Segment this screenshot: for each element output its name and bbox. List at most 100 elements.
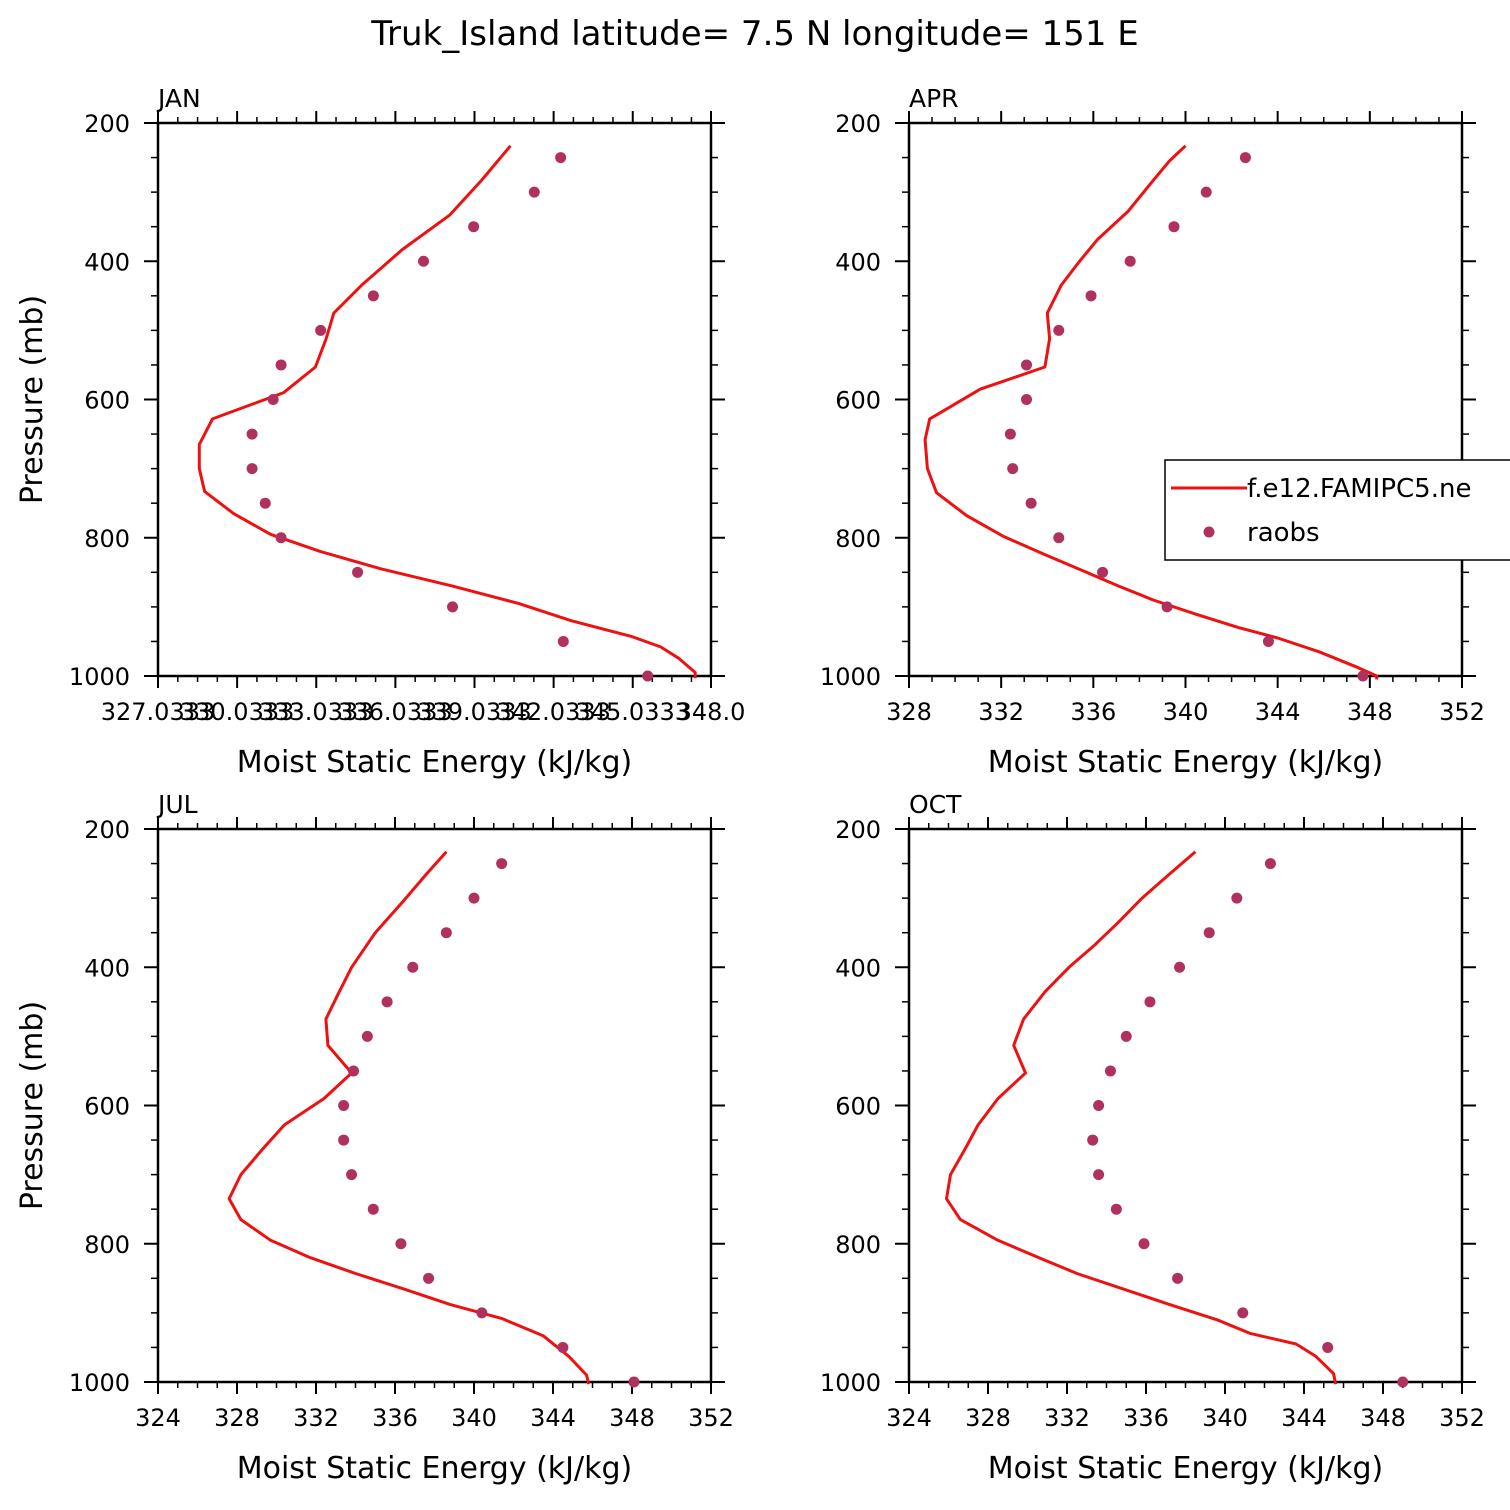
x-tick-label: 345.0333 [575, 698, 690, 726]
y-tick-label: 800 [84, 1231, 130, 1259]
y-tick-label: 800 [84, 525, 130, 553]
x-tick-label: 344 [1255, 698, 1301, 726]
x-tick-label: 339.0333 [417, 698, 532, 726]
raobs-point [275, 359, 287, 371]
raobs-point [440, 927, 452, 939]
raobs-point [496, 858, 508, 870]
raobs-point [1053, 532, 1065, 544]
raobs-point [381, 996, 393, 1008]
figure-title: Truk_Island latitude= 7.5 N longitude= 1… [370, 14, 1139, 54]
panels: 327.0333330.0333333.0333336.0333339.0333… [15, 84, 1510, 1486]
x-tick-label: 348 [1360, 1404, 1406, 1432]
legend-entry-obs: raobs [1247, 518, 1320, 548]
legend-box [1164, 459, 1510, 561]
y-tick-label: 800 [835, 525, 881, 553]
x-tick-label: 328 [886, 698, 932, 726]
model-line [923, 144, 1379, 680]
raobs-point [1087, 1134, 1099, 1146]
y-tick-label: 200 [84, 110, 130, 138]
raobs-point [338, 1134, 350, 1146]
x-tick-label: 332 [293, 1404, 339, 1432]
panel-oct: 324 328 332 336 340 344 348 352 200 400 600 800 1000… [820, 790, 1485, 1486]
raobs-point [395, 1238, 407, 1250]
x-tick-label: 352 [688, 1404, 734, 1432]
raobs-point [352, 566, 364, 578]
x-axis-label: Moist Static Energy (kJ/kg) [988, 1451, 1384, 1486]
raobs-point [557, 635, 569, 647]
raobs-point [1025, 497, 1037, 509]
raobs-point [1144, 996, 1156, 1008]
raobs-point [447, 601, 459, 613]
raobs-point [628, 1376, 640, 1388]
x-tick-label: 333.0333 [259, 698, 374, 726]
x-axis-label: Moist Static Energy (kJ/kg) [988, 745, 1384, 780]
panel-jan: 327.0333330.0333333.0333336.0333339.0333… [15, 84, 745, 780]
raobs-point [1168, 221, 1180, 233]
x-tick-label: 328 [965, 1404, 1011, 1432]
x-tick-label: 324 [135, 1404, 181, 1432]
panel-apr: 328 332 336 340 344 348 352 200 400 600 800 1000 APR… [820, 84, 1485, 780]
model-line [197, 144, 697, 679]
raobs-point [259, 497, 271, 509]
y-tick-label: 400 [84, 248, 130, 276]
x-tick-label: 340 [451, 1404, 497, 1432]
raobs-point [275, 532, 287, 544]
y-tick-label: 200 [84, 816, 130, 844]
raobs-point [338, 1100, 350, 1111]
y-tick-label: 600 [835, 1093, 881, 1121]
raobs-point [1174, 961, 1186, 973]
raobs-point [315, 324, 327, 336]
plot-frame [156, 121, 713, 678]
x-tick-label: 352 [1439, 1404, 1485, 1432]
y-tick-label: 1000 [820, 663, 881, 691]
x-tick-label: 348 [609, 1404, 655, 1432]
plot-frame [907, 121, 1464, 678]
x-tick-label: 336 [372, 1404, 418, 1432]
raobs-point [555, 152, 567, 164]
x-tick-label: 327.0333 [101, 698, 216, 726]
raobs-point [423, 1272, 435, 1284]
y-tick-label: 600 [835, 387, 881, 415]
panel-label: APR [909, 84, 959, 113]
x-tick-label: 336 [1070, 698, 1116, 726]
raobs-point [367, 290, 379, 302]
raobs-point [1007, 463, 1019, 475]
model-line [227, 850, 591, 1385]
x-tick-label: 324 [886, 1404, 932, 1432]
model-line [945, 850, 1338, 1385]
x-axis-label: Moist Static Energy (kJ/kg) [237, 1451, 633, 1486]
raobs-point [1021, 359, 1033, 371]
legend-entry-model: f.e12.FAMIPC5.ne [1247, 474, 1471, 504]
raobs-point [367, 1203, 379, 1215]
x-tick-label: 340 [1163, 698, 1209, 726]
raobs-point [468, 892, 480, 904]
y-axis-label: Pressure (mb) [15, 295, 50, 504]
panel-label: JUL [156, 790, 198, 819]
raobs-point [1203, 927, 1215, 939]
raobs-point [1161, 601, 1173, 613]
raobs-point [468, 221, 480, 233]
raobs-point [246, 428, 258, 440]
y-axis-label: Pressure (mb) [15, 1001, 50, 1210]
raobs-point [1262, 635, 1274, 647]
raobs-point [1138, 1238, 1150, 1250]
raobs-point [348, 1065, 360, 1077]
y-tick-label: 1000 [69, 663, 130, 691]
raobs-point [1021, 394, 1033, 405]
raobs-point [346, 1169, 358, 1181]
x-tick-label: 340 [1202, 1404, 1248, 1432]
raobs-point [361, 1030, 373, 1042]
raobs-point [1004, 428, 1016, 440]
raobs-point [1104, 1065, 1116, 1077]
x-tick-label: 332 [1044, 1404, 1090, 1432]
raobs-point [1357, 670, 1369, 682]
legend-marker-swatch [1203, 526, 1215, 538]
y-tick-label: 200 [835, 816, 881, 844]
raobs-point [1264, 858, 1276, 870]
x-tick-label: 328 [214, 1404, 260, 1432]
raobs-point [407, 961, 419, 973]
x-tick-label: 330.0333 [180, 698, 295, 726]
x-tick-label: 332 [978, 698, 1024, 726]
raobs-point [1085, 290, 1097, 302]
